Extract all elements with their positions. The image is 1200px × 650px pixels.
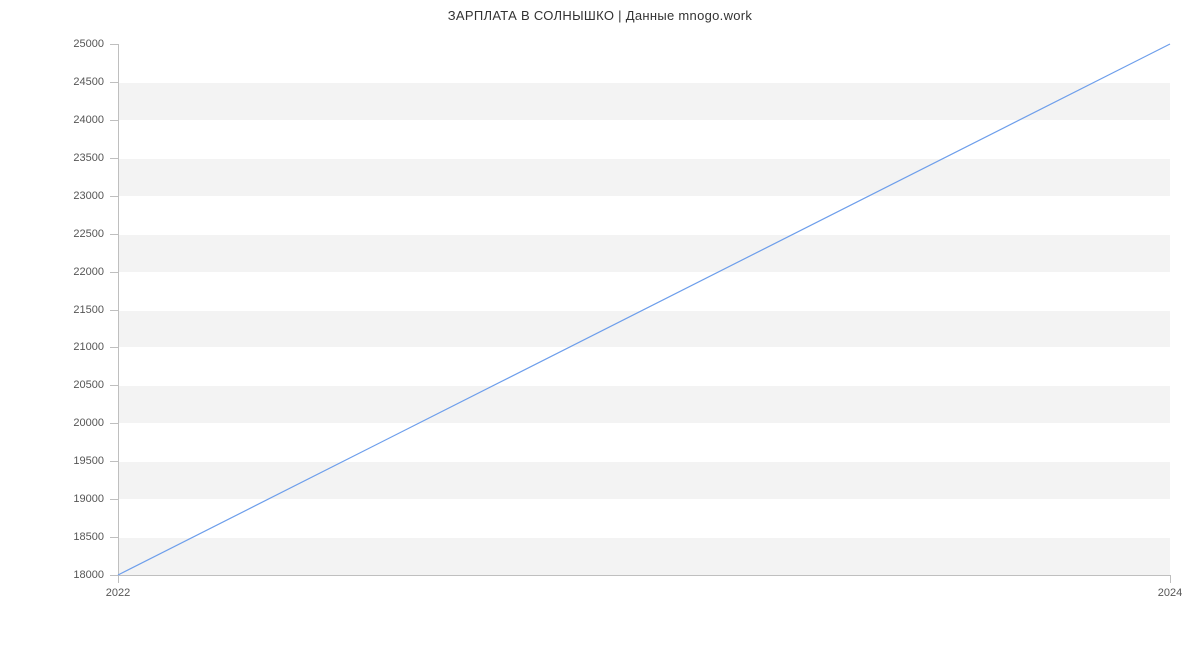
y-tick	[110, 82, 118, 83]
x-tick	[1170, 575, 1171, 583]
y-tick	[110, 499, 118, 500]
y-tick-label: 22500	[54, 228, 104, 240]
y-tick-label: 19000	[54, 493, 104, 505]
y-tick-label: 21000	[54, 341, 104, 353]
y-tick-label: 23500	[54, 152, 104, 164]
series-line	[118, 44, 1170, 575]
y-tick	[110, 461, 118, 462]
y-tick	[110, 44, 118, 45]
y-tick-label: 18000	[54, 569, 104, 581]
y-tick-label: 18500	[54, 531, 104, 543]
y-tick	[110, 347, 118, 348]
y-tick-label: 19500	[54, 455, 104, 467]
y-tick	[110, 158, 118, 159]
y-tick	[110, 423, 118, 424]
y-tick	[110, 385, 118, 386]
y-tick-label: 21500	[54, 304, 104, 316]
line-layer	[118, 44, 1170, 575]
y-tick	[110, 310, 118, 311]
y-tick-label: 25000	[54, 38, 104, 50]
x-tick-label: 2024	[1158, 587, 1182, 599]
chart-container: ЗАРПЛАТА В СОЛНЫШКО | Данные mnogo.work …	[0, 0, 1200, 650]
x-tick	[118, 575, 119, 583]
y-tick-label: 20000	[54, 417, 104, 429]
y-tick	[110, 272, 118, 273]
y-tick-label: 20500	[54, 379, 104, 391]
y-tick	[110, 196, 118, 197]
x-axis-line	[118, 575, 1170, 576]
y-tick-label: 22000	[54, 266, 104, 278]
chart-title: ЗАРПЛАТА В СОЛНЫШКО | Данные mnogo.work	[0, 8, 1200, 23]
y-tick	[110, 120, 118, 121]
y-tick	[110, 234, 118, 235]
y-tick-label: 24500	[54, 76, 104, 88]
y-tick	[110, 575, 118, 576]
y-tick	[110, 537, 118, 538]
y-tick-label: 23000	[54, 190, 104, 202]
x-tick-label: 2022	[106, 587, 130, 599]
y-tick-label: 24000	[54, 114, 104, 126]
plot-area: 1800018500190001950020000205002100021500…	[118, 44, 1170, 575]
